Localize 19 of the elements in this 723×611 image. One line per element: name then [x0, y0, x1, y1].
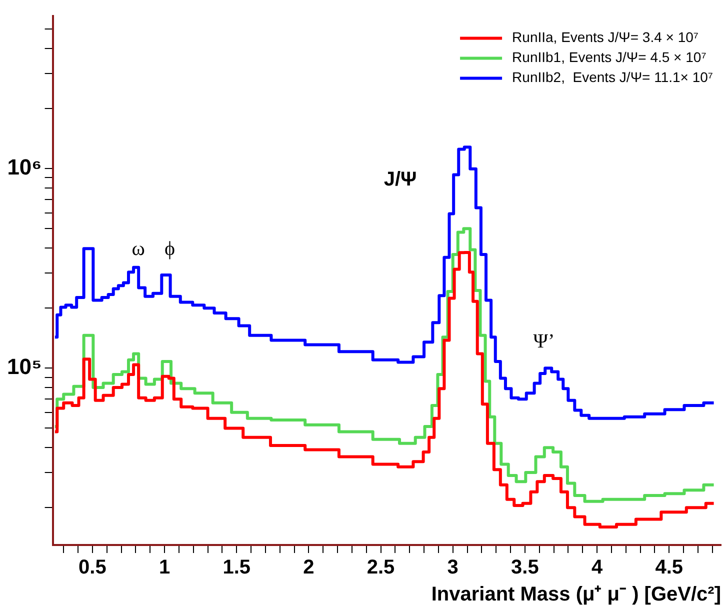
- x-tick-label: 4: [591, 556, 604, 579]
- legend-label: RunIIb1, Events J/Ψ= 4.5 × 10⁷: [512, 49, 706, 66]
- x-tick-label: 3.5: [511, 556, 539, 579]
- x-tick-label: 1.5: [222, 556, 251, 579]
- x-tick-label: 4.5: [655, 556, 684, 579]
- x-tick-label: 0.5: [78, 556, 106, 579]
- annotation: ω: [132, 238, 145, 260]
- x-tick-label: 3: [447, 556, 458, 579]
- x-axis-title: Invariant Mass (μ⁺ μ⁻ ) [GeV/c²]: [431, 584, 721, 606]
- annotation: ϕ: [164, 238, 176, 260]
- x-tick-label: 2: [303, 556, 314, 579]
- legend-label: RunIIa, Events J/Ψ= 3.4 × 10⁷: [512, 29, 698, 46]
- legend-label: RunIIb2, Events J/Ψ= 11.1× 10⁷: [512, 69, 714, 86]
- annotation: J/Ψ: [384, 168, 417, 191]
- y-tick-label: 10⁵: [6, 354, 42, 380]
- y-tick-label: 10⁶: [7, 154, 42, 180]
- annotation: Ψ’: [533, 330, 555, 353]
- x-tick-label: 2.5: [366, 556, 395, 579]
- x-tick-label: 1: [158, 556, 170, 579]
